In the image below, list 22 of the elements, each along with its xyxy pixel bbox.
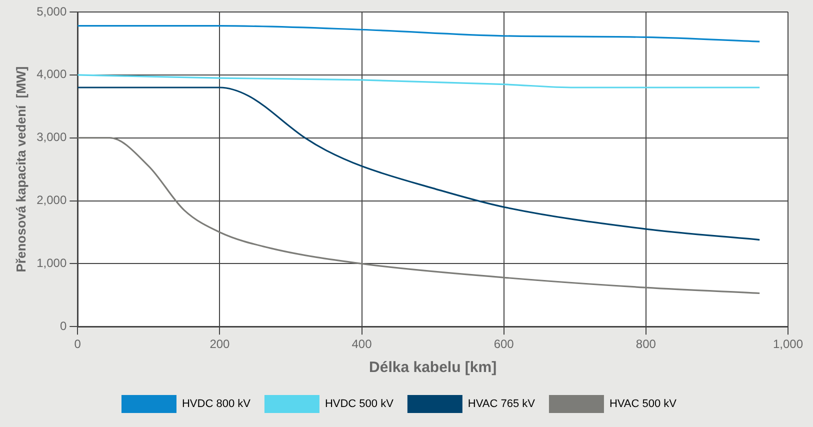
legend-label: HVDC 800 kV <box>182 398 252 410</box>
y-tick-label: 4,000 <box>36 67 67 82</box>
x-tick-label: 600 <box>494 337 514 352</box>
legend-label: HVAC 500 kV <box>609 398 678 410</box>
x-tick-label: 200 <box>210 337 230 352</box>
line-series <box>78 86 760 241</box>
y-tick-label: 2,000 <box>36 193 67 208</box>
line-series <box>78 25 760 42</box>
y-tick-label: 0 <box>60 318 67 333</box>
legend-label: HVDC 500 kV <box>324 398 394 410</box>
y-tick-label: 1,000 <box>36 256 67 270</box>
x-tick-label: 800 <box>636 337 656 352</box>
x-axis-title: Délka kabelu [km] <box>369 359 497 376</box>
x-tick-label: 1,000 <box>772 337 804 352</box>
x-tick-label: 400 <box>352 337 372 352</box>
y-tick-label: 5,000 <box>36 4 67 18</box>
x-tick-label: 0 <box>74 337 82 352</box>
line-series <box>78 74 760 88</box>
legend-label: HVAC 765 kV <box>468 398 536 410</box>
y-tick-label: 3,000 <box>36 130 67 144</box>
y-axis-title: Přenosová kapacita vedení [MW] <box>13 66 28 272</box>
line-series <box>78 137 760 294</box>
